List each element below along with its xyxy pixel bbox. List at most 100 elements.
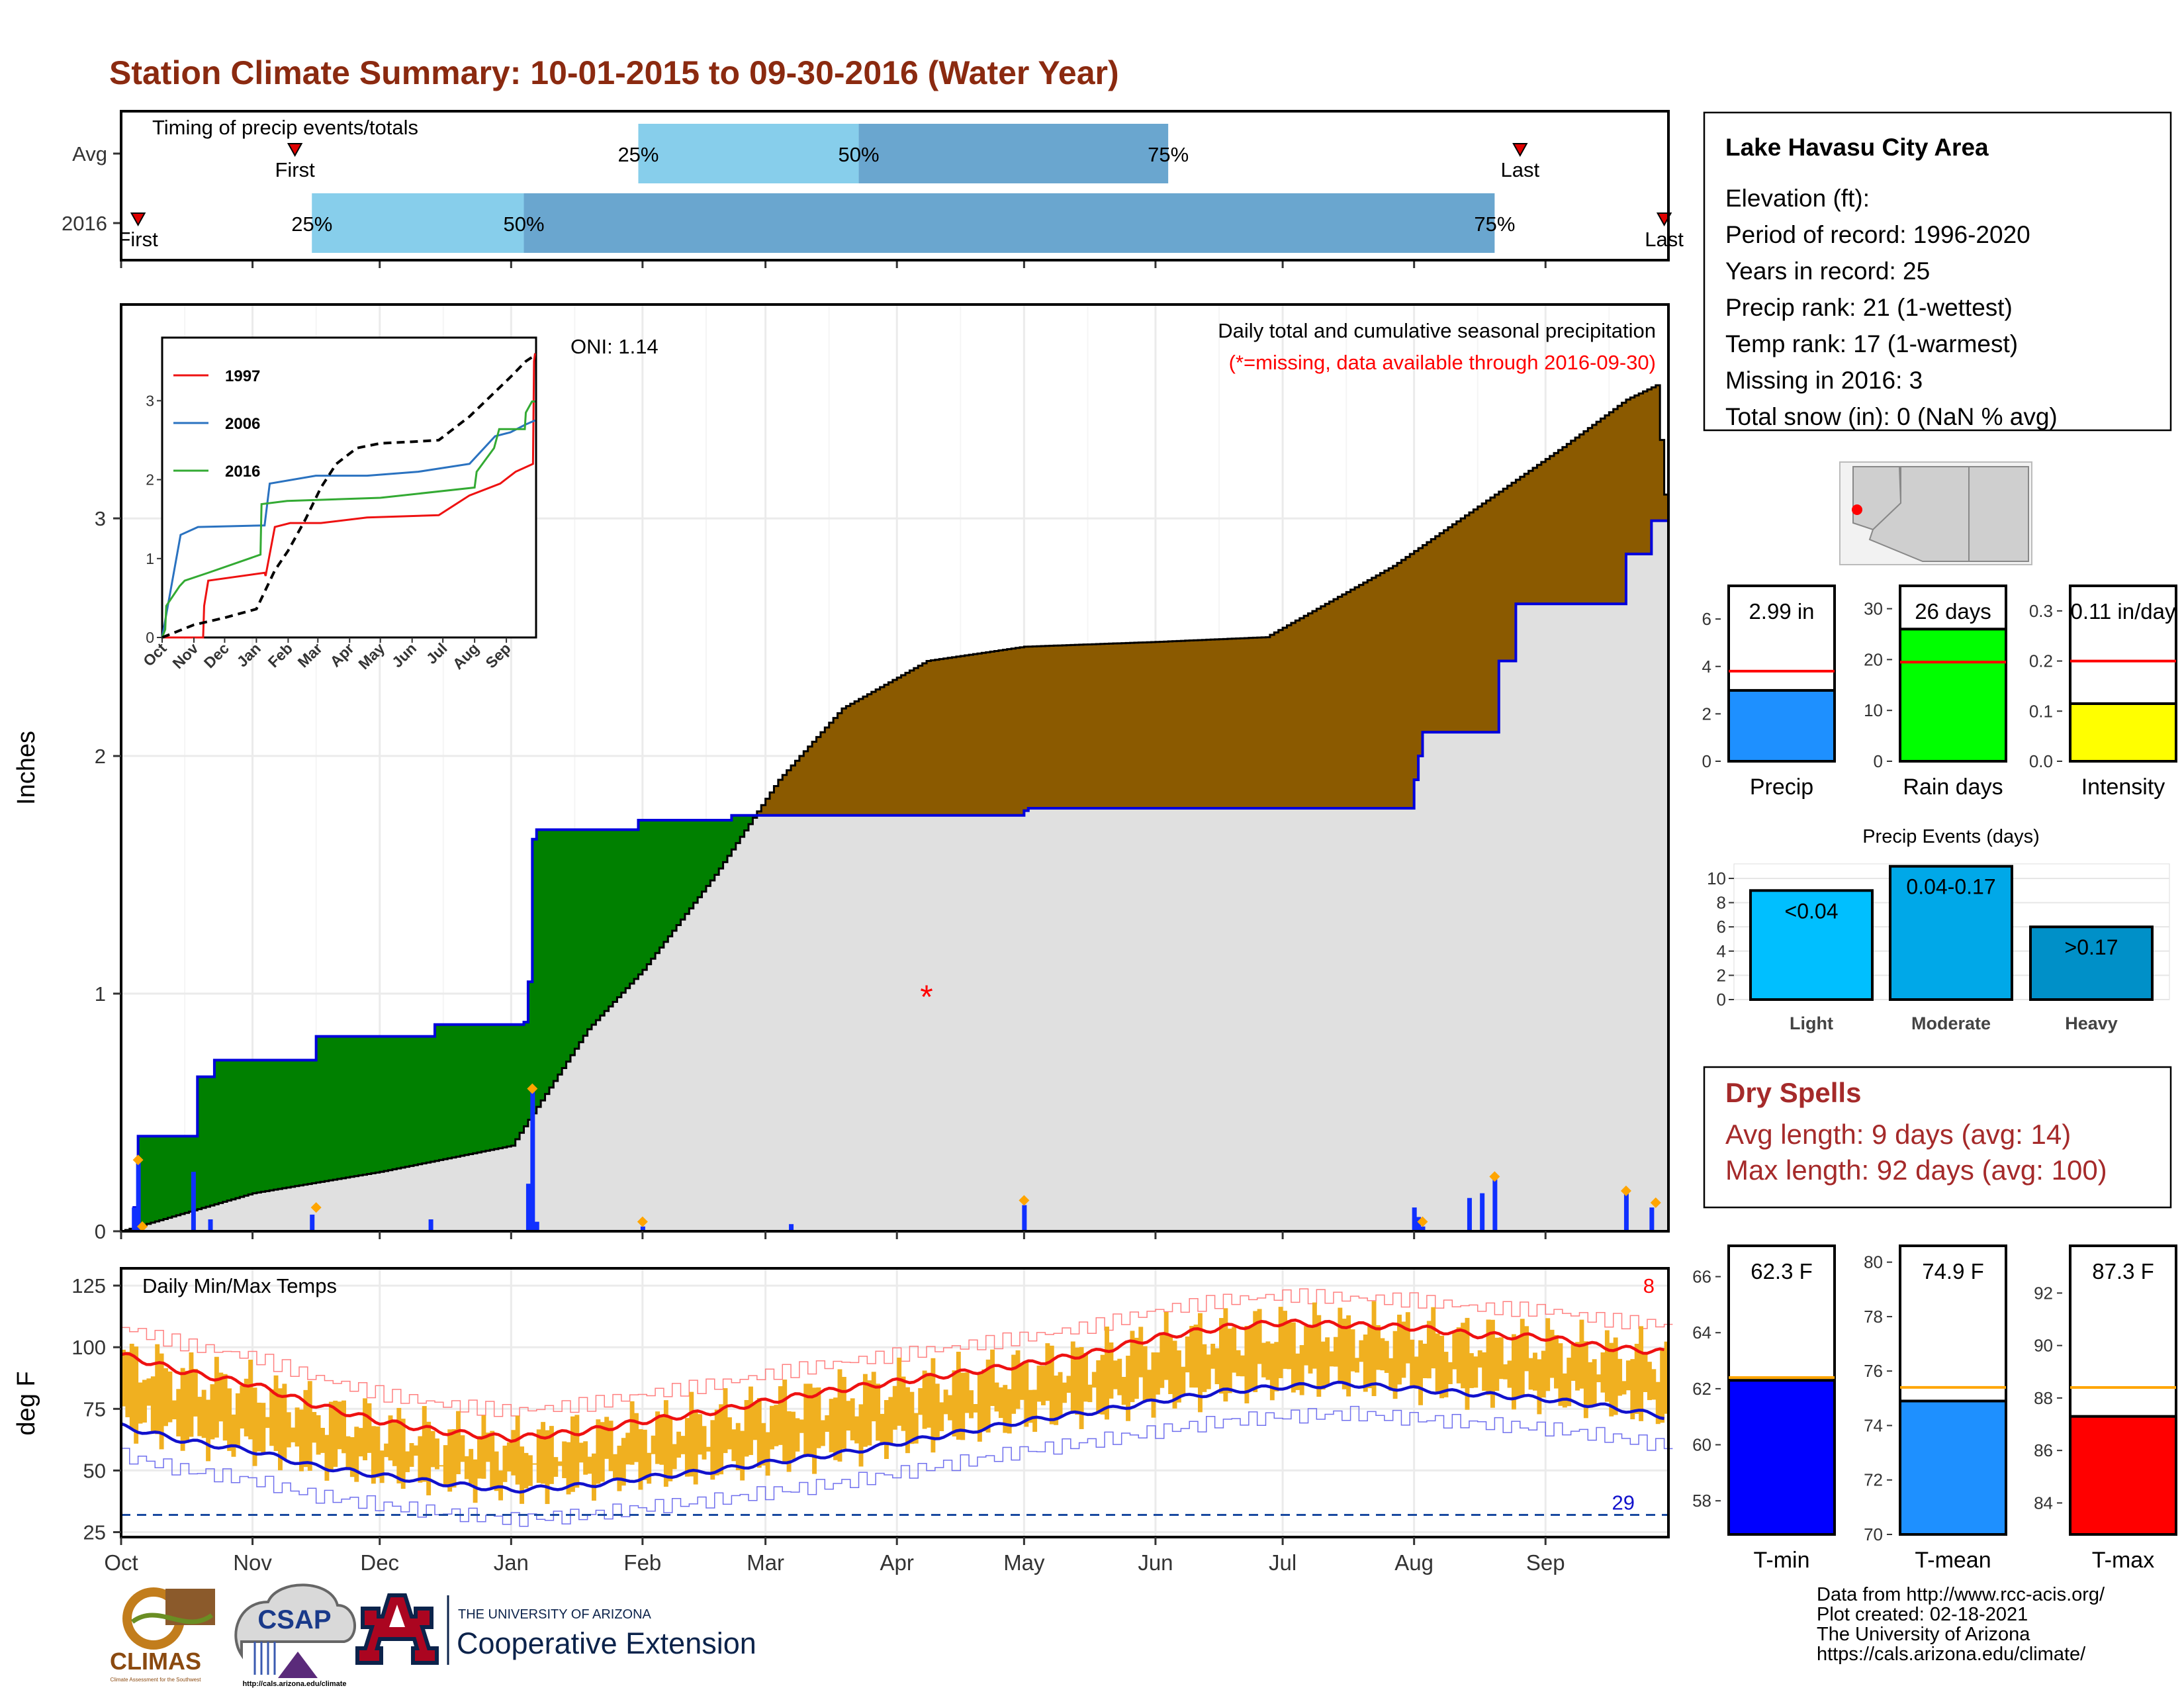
precip-daily-bar — [1480, 1193, 1485, 1231]
temp-freeze-count: 29 — [1612, 1491, 1635, 1514]
temp-daily-range-bar — [1350, 1329, 1355, 1372]
timing-label-75: 75% — [1474, 212, 1515, 236]
temp-daily-range-bar — [206, 1399, 211, 1462]
temp-daily-range-bar — [1248, 1325, 1253, 1391]
temp-daily-range-bar — [1054, 1376, 1059, 1425]
temp-daily-range-bar — [837, 1369, 842, 1462]
timing-bar-q50-q75 — [523, 193, 1495, 253]
temp-daily-range-bar — [1142, 1346, 1148, 1401]
temp-daily-range-bar — [1147, 1370, 1152, 1401]
temp-daily-range-bar — [714, 1409, 719, 1476]
temp-daily-range-bar — [388, 1415, 393, 1461]
inset-y-tick-label: 2 — [146, 471, 154, 489]
temp-daily-range-bar — [210, 1384, 215, 1440]
temp-daily-range-bar — [960, 1372, 966, 1440]
temp-daily-range-bar — [663, 1400, 668, 1487]
temp-daily-range-bar — [1630, 1359, 1635, 1420]
temp-daily-range-bar — [469, 1448, 474, 1484]
temp-stat-2-value-label: 87.3 F — [2092, 1259, 2154, 1284]
temp-daily-range-bar — [1528, 1358, 1533, 1390]
page-title: Station Climate Summary: 10-01-2015 to 0… — [109, 54, 1119, 91]
temp-stat-0-value-label: 62.3 F — [1751, 1259, 1813, 1284]
precip-stat-1-value-label: 26 days — [1915, 599, 1991, 624]
temp-daily-range-bar — [1287, 1320, 1292, 1370]
precip-events-bar — [1889, 865, 2013, 1002]
timing-bar-q50-q75 — [858, 124, 1169, 183]
temp-daily-range-bar — [464, 1456, 469, 1479]
station-location-marker — [1852, 504, 1862, 515]
temp-stat-1-y-tick-label: 70 — [1864, 1524, 1883, 1544]
precip-y-tick-label: 0 — [95, 1220, 106, 1243]
temp-daily-range-bar — [138, 1382, 143, 1424]
temp-stat-0-category-label: T-min — [1754, 1548, 1810, 1573]
temp-x-tick-label: Aug — [1394, 1550, 1433, 1575]
temp-daily-range-bar — [443, 1445, 448, 1487]
temp-daily-range-bar — [948, 1395, 952, 1421]
temp-daily-range-bar — [562, 1441, 567, 1478]
inset-series-line-1997 — [162, 353, 536, 639]
inset-y-tick-label: 0 — [146, 629, 154, 646]
temp-daily-range-bar — [1533, 1352, 1537, 1391]
station-line: Years in record: 25 — [1725, 258, 1930, 285]
temp-daily-range-bar — [1414, 1356, 1419, 1389]
temp-daily-range-bar — [541, 1422, 546, 1484]
temp-daily-range-bar — [1346, 1315, 1351, 1397]
precip-daily-bar — [525, 1184, 531, 1231]
temp-daily-range-bar — [218, 1372, 224, 1422]
precip-stat-2-category-label: Intensity — [2081, 774, 2165, 800]
temp-daily-range-bar — [176, 1389, 181, 1436]
temp-daily-range-bar — [1261, 1342, 1266, 1378]
temp-daily-range-bar — [1244, 1325, 1250, 1404]
temp-stat-1-category-label: T-mean — [1915, 1548, 1991, 1573]
temp-daily-range-bar — [1418, 1340, 1423, 1405]
precip-events-bar-label: 0.04-0.17 — [1906, 875, 1995, 899]
dry-spells-max: Max length: 92 days (avg: 100) — [1725, 1154, 2107, 1186]
temp-daily-range-bar — [846, 1401, 851, 1431]
temp-daily-range-bar — [193, 1368, 198, 1417]
temp-daily-range-bar — [125, 1352, 130, 1417]
temp-daily-range-bar — [244, 1378, 249, 1436]
precip-stat-1-category-label: Rain days — [1903, 774, 2003, 800]
inset-series-line-avg — [161, 352, 537, 639]
temp-daily-range-bar — [142, 1380, 147, 1423]
precip-daily-bar — [534, 1221, 539, 1231]
temp-daily-range-bar — [1003, 1385, 1008, 1433]
temp-daily-range-bar — [291, 1427, 296, 1442]
temp-daily-range-bar — [905, 1387, 910, 1454]
temp-daily-range-bar — [1058, 1372, 1063, 1417]
precip-common-area — [121, 520, 1668, 1231]
temp-daily-range-bar — [146, 1378, 152, 1406]
temp-daily-range-bar — [1541, 1350, 1546, 1398]
temp-daily-range-bar — [1439, 1335, 1445, 1399]
precip-daily-bar — [1492, 1179, 1498, 1231]
csap-logo-url: http://cals.arizona.edu/climate — [242, 1680, 346, 1688]
temp-daily-range-bar — [1401, 1321, 1406, 1378]
temp-daily-range-bar — [943, 1389, 948, 1415]
temp-daily-range-bar — [613, 1454, 617, 1481]
temp-daily-range-bar — [880, 1413, 885, 1444]
temp-daily-range-bar — [1490, 1319, 1495, 1408]
precip-stat-2-y-tick-label: 0.1 — [2029, 701, 2053, 721]
temp-daily-range-bar — [282, 1383, 287, 1460]
precip-events-bar-label: <0.04 — [1785, 899, 1839, 923]
temp-panel-border — [120, 1267, 1670, 1538]
temp-daily-range-bar — [1011, 1354, 1017, 1414]
temp-daily-range-bar — [1651, 1369, 1657, 1400]
temp-daily-range-bar — [1087, 1384, 1093, 1403]
temp-daily-range-bar — [833, 1397, 839, 1460]
timing-label-25: 25% — [291, 212, 332, 236]
temp-daily-range-bar — [888, 1397, 893, 1444]
temp-daily-range-bar — [964, 1372, 970, 1413]
precip-events-bar — [2029, 925, 2154, 1002]
temp-daily-range-bar — [1325, 1337, 1330, 1387]
temp-daily-range-bar — [1236, 1350, 1241, 1376]
inset-y-tick-label: 3 — [146, 392, 154, 409]
precip-y-axis-label: Inches — [13, 731, 40, 805]
temp-daily-range-bar — [1524, 1326, 1529, 1372]
precip-stat-2-bar-headroom — [2069, 585, 2177, 705]
temp-daily-range-bar — [1562, 1373, 1567, 1408]
temp-daily-range-bar — [1295, 1353, 1300, 1390]
temp-daily-range-bar — [574, 1415, 580, 1488]
precip-y-tick-label: 3 — [95, 507, 106, 530]
temp-daily-range-bar — [307, 1381, 312, 1471]
